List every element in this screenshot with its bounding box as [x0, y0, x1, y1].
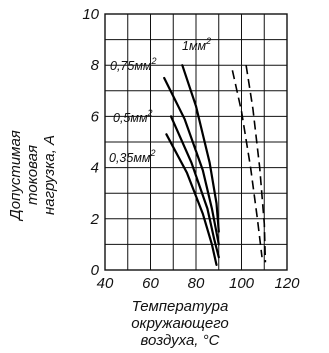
y-tick-label: 0: [91, 262, 100, 279]
y-axis-title-line-2: токовая: [24, 145, 41, 205]
x-axis-title-line-2: окружающего: [131, 315, 229, 332]
x-tick-label: 40: [97, 275, 114, 292]
y-axis-title-line-1: Допустимая: [7, 130, 24, 222]
series-line-5-dashed: [231, 70, 263, 258]
x-axis-title-line-3: воздуха, °С: [141, 332, 220, 349]
tick-labels: 40 60 80 100 120 0 2 4 6 8 10: [82, 6, 300, 292]
series-line-6-dashed: [245, 65, 267, 263]
x-tick-label: 80: [188, 275, 205, 292]
label-1-mm2: 1мм2: [182, 36, 211, 53]
series-lines: [163, 64, 267, 266]
label-0-35-mm2: 0,35мм2: [109, 148, 155, 165]
series-line-2: [169, 115, 220, 259]
x-tick-label: 100: [229, 275, 255, 292]
label-0-5-mm2: 0,5мм2: [113, 108, 153, 125]
x-axis-title-line-1: Температура: [132, 298, 229, 315]
y-tick-label: 4: [91, 160, 99, 177]
x-tick-label: 60: [142, 275, 159, 292]
y-tick-label: 2: [90, 211, 100, 228]
series-line-3: [163, 76, 220, 246]
y-tick-label: 6: [91, 108, 100, 125]
label-0-75-mm2: 0,75мм2: [110, 56, 156, 73]
y-axis-title-line-3: нагрузка, А: [41, 135, 58, 215]
grid: [105, 14, 287, 270]
x-tick-label: 120: [274, 275, 300, 292]
series-line-4: [181, 64, 220, 233]
y-tick-label: 8: [91, 57, 100, 74]
plot-frame: [104, 13, 288, 271]
series-line-1: [165, 133, 218, 266]
y-tick-label: 10: [82, 6, 99, 23]
y-axis-title: Допустимая токовая нагрузка, А: [7, 130, 58, 222]
